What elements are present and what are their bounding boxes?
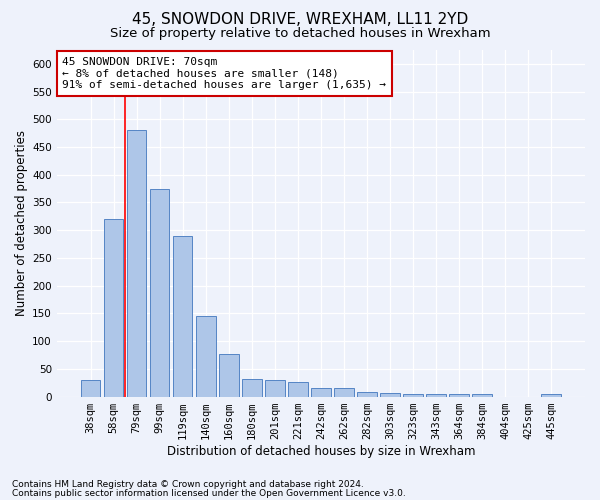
- X-axis label: Distribution of detached houses by size in Wrexham: Distribution of detached houses by size …: [167, 444, 475, 458]
- Y-axis label: Number of detached properties: Number of detached properties: [15, 130, 28, 316]
- Bar: [472, 394, 492, 396]
- Bar: [449, 394, 469, 396]
- Bar: [541, 394, 561, 396]
- Bar: [219, 354, 239, 397]
- Text: Size of property relative to detached houses in Wrexham: Size of property relative to detached ho…: [110, 28, 490, 40]
- Bar: [288, 382, 308, 396]
- Bar: [81, 380, 100, 396]
- Bar: [242, 379, 262, 396]
- Bar: [265, 380, 284, 396]
- Text: 45, SNOWDON DRIVE, WREXHAM, LL11 2YD: 45, SNOWDON DRIVE, WREXHAM, LL11 2YD: [132, 12, 468, 28]
- Bar: [334, 388, 354, 396]
- Bar: [150, 188, 169, 396]
- Bar: [311, 388, 331, 396]
- Bar: [357, 392, 377, 396]
- Bar: [403, 394, 423, 396]
- Text: Contains HM Land Registry data © Crown copyright and database right 2024.: Contains HM Land Registry data © Crown c…: [12, 480, 364, 489]
- Bar: [426, 394, 446, 396]
- Bar: [104, 219, 124, 396]
- Bar: [196, 316, 215, 396]
- Text: 45 SNOWDON DRIVE: 70sqm
← 8% of detached houses are smaller (148)
91% of semi-de: 45 SNOWDON DRIVE: 70sqm ← 8% of detached…: [62, 57, 386, 90]
- Text: Contains public sector information licensed under the Open Government Licence v3: Contains public sector information licen…: [12, 488, 406, 498]
- Bar: [380, 392, 400, 396]
- Bar: [173, 236, 193, 396]
- Bar: [127, 130, 146, 396]
